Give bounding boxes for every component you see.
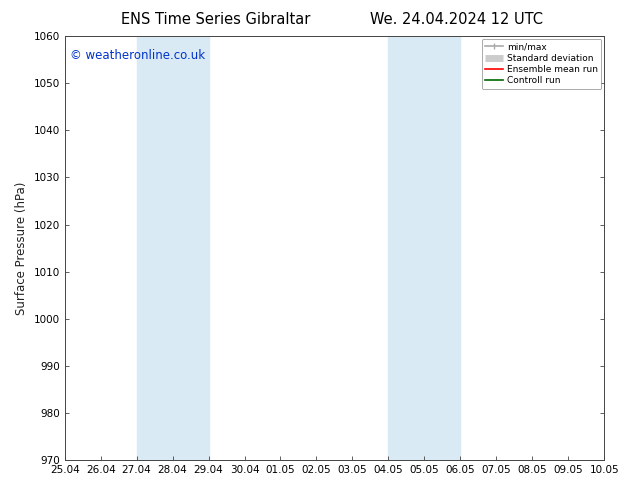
Y-axis label: Surface Pressure (hPa): Surface Pressure (hPa) [15,181,28,315]
Text: We. 24.04.2024 12 UTC: We. 24.04.2024 12 UTC [370,12,543,27]
Text: ENS Time Series Gibraltar: ENS Time Series Gibraltar [121,12,310,27]
Text: © weatheronline.co.uk: © weatheronline.co.uk [70,49,205,62]
Legend: min/max, Standard deviation, Ensemble mean run, Controll run: min/max, Standard deviation, Ensemble me… [482,39,602,89]
Bar [389,36,460,460]
Bar [136,36,209,460]
